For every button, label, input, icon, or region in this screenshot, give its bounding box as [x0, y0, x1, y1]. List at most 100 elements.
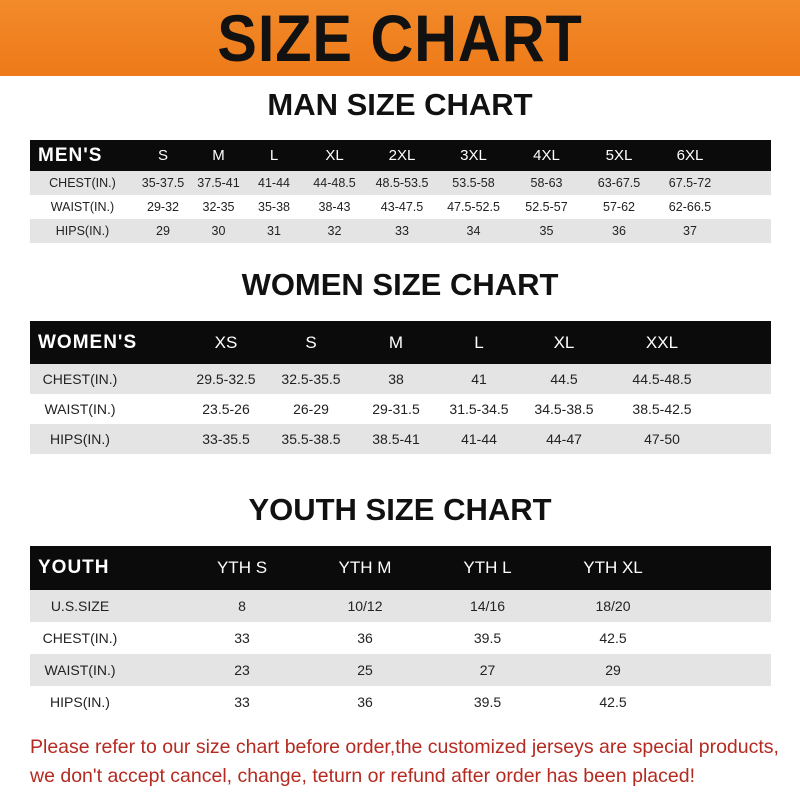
- table-row: HIPS(IN.) 33 36 39.5 42.5: [30, 686, 771, 718]
- table-cell: 41-44: [246, 171, 302, 195]
- row-label: WAIST(IN.): [30, 654, 130, 686]
- size-header-cell: S: [135, 140, 191, 171]
- table-cell: 35-38: [246, 195, 302, 219]
- row-label: HIPS(IN.): [30, 686, 130, 718]
- padding-cell: [725, 140, 771, 171]
- page-title: SIZE CHART: [217, 1, 583, 75]
- table-cell: 67.5-72: [655, 171, 725, 195]
- table-cell: 42.5: [549, 622, 677, 654]
- notice-line-2: we don't accept cancel, change, teturn o…: [30, 765, 695, 787]
- padding-cell: [717, 394, 771, 424]
- table-row: WAIST(IN.) 23 25 27 29: [30, 654, 771, 686]
- table-cell: 36: [304, 622, 426, 654]
- row-label: WAIST(IN.): [30, 394, 130, 424]
- row-label: CHEST(IN.): [30, 171, 135, 195]
- table-cell: 10/12: [304, 590, 426, 622]
- table-cell: 39.5: [426, 622, 549, 654]
- spacer-cell: [130, 686, 180, 718]
- padding-cell: [717, 364, 771, 394]
- table-cell: 63-67.5: [583, 171, 655, 195]
- size-header-cell: M: [355, 321, 437, 364]
- table-row: WAIST(IN.) 29-32 32-35 35-38 38-43 43-47.5 47.…: [30, 195, 771, 219]
- table-cell: 53.5-58: [437, 171, 510, 195]
- size-header-cell: S: [267, 321, 355, 364]
- spacer-cell: [130, 364, 185, 394]
- size-header-cell: YTH L: [426, 546, 549, 590]
- table-cell: 36: [583, 219, 655, 243]
- youth-size-table: YOUTH YTH S YTH M YTH L YTH XL U.S.SIZE 8 10/12…: [30, 546, 771, 718]
- table-cell: 33: [367, 219, 437, 243]
- padding-cell: [717, 424, 771, 454]
- table-cell: 58-63: [510, 171, 583, 195]
- table-cell: 31: [246, 219, 302, 243]
- size-header-cell: 4XL: [510, 140, 583, 171]
- size-header-cell: XS: [185, 321, 267, 364]
- size-header-cell: YTH M: [304, 546, 426, 590]
- table-cell: 44.5: [521, 364, 607, 394]
- padding-cell: [677, 590, 771, 622]
- table-cell: 37: [655, 219, 725, 243]
- padding-cell: [725, 195, 771, 219]
- row-label: CHEST(IN.): [30, 364, 130, 394]
- table-cell: 33: [180, 622, 304, 654]
- padding-cell: [717, 321, 771, 364]
- table-cell: 29-32: [135, 195, 191, 219]
- size-header-cell: XL: [521, 321, 607, 364]
- table-cell: 44-47: [521, 424, 607, 454]
- padding-cell: [677, 546, 771, 590]
- table-cell: 43-47.5: [367, 195, 437, 219]
- table-cell: 29: [549, 654, 677, 686]
- padding-cell: [725, 219, 771, 243]
- table-cell: 47-50: [607, 424, 717, 454]
- spacer-cell: [130, 394, 185, 424]
- title-banner: SIZE CHART: [0, 0, 800, 76]
- padding-cell: [677, 686, 771, 718]
- spacer-cell: [130, 622, 180, 654]
- table-cell: 29: [135, 219, 191, 243]
- spacer-cell: [130, 424, 185, 454]
- size-header-cell: 6XL: [655, 140, 725, 171]
- table-row: HIPS(IN.) 33-35.5 35.5-38.5 38.5-41 41-44 44-…: [30, 424, 771, 454]
- table-row: CHEST(IN.) 35-37.5 37.5-41 41-44 44-48.5 48.5…: [30, 171, 771, 195]
- size-header-cell: YTH XL: [549, 546, 677, 590]
- size-header-cell: XL: [302, 140, 367, 171]
- size-header-cell: L: [246, 140, 302, 171]
- table-cell: 23: [180, 654, 304, 686]
- spacer-cell: [130, 590, 180, 622]
- youth-section-title: YOUTH SIZE CHART: [248, 492, 552, 527]
- padding-cell: [677, 622, 771, 654]
- table-cell: 38.5-41: [355, 424, 437, 454]
- table-header-row: WOMEN'S XS S M L XL XXL: [30, 321, 771, 364]
- table-cell: 32: [302, 219, 367, 243]
- table-row: HIPS(IN.) 29 30 31 32 33 34 35 36 37: [30, 219, 771, 243]
- table-cell: 35: [510, 219, 583, 243]
- padding-cell: [677, 654, 771, 686]
- table-cell: 32.5-35.5: [267, 364, 355, 394]
- table-cell: 35.5-38.5: [267, 424, 355, 454]
- row-label: CHEST(IN.): [30, 622, 130, 654]
- table-cell: 14/16: [426, 590, 549, 622]
- size-header-cell: XXL: [607, 321, 717, 364]
- table-cell: 30: [191, 219, 246, 243]
- padding-cell: [725, 171, 771, 195]
- table-cell: 34: [437, 219, 510, 243]
- table-cell: 8: [180, 590, 304, 622]
- size-header-cell: 2XL: [367, 140, 437, 171]
- table-cell: 38.5-42.5: [607, 394, 717, 424]
- table-cell: 36: [304, 686, 426, 718]
- table-cell: 33-35.5: [185, 424, 267, 454]
- table-cell: 27: [426, 654, 549, 686]
- table-cell: 31.5-34.5: [437, 394, 521, 424]
- table-cell: 34.5-38.5: [521, 394, 607, 424]
- table-cell: 23.5-26: [185, 394, 267, 424]
- table-cell: 42.5: [549, 686, 677, 718]
- size-header-cell: L: [437, 321, 521, 364]
- table-cell: 44.5-48.5: [607, 364, 717, 394]
- size-header-cell: YTH S: [180, 546, 304, 590]
- table-cell: 57-62: [583, 195, 655, 219]
- table-row: WAIST(IN.) 23.5-26 26-29 29-31.5 31.5-34.5 34…: [30, 394, 771, 424]
- table-cell: 38: [355, 364, 437, 394]
- table-cell: 41: [437, 364, 521, 394]
- row-label: U.S.SIZE: [30, 590, 130, 622]
- table-cell: 62-66.5: [655, 195, 725, 219]
